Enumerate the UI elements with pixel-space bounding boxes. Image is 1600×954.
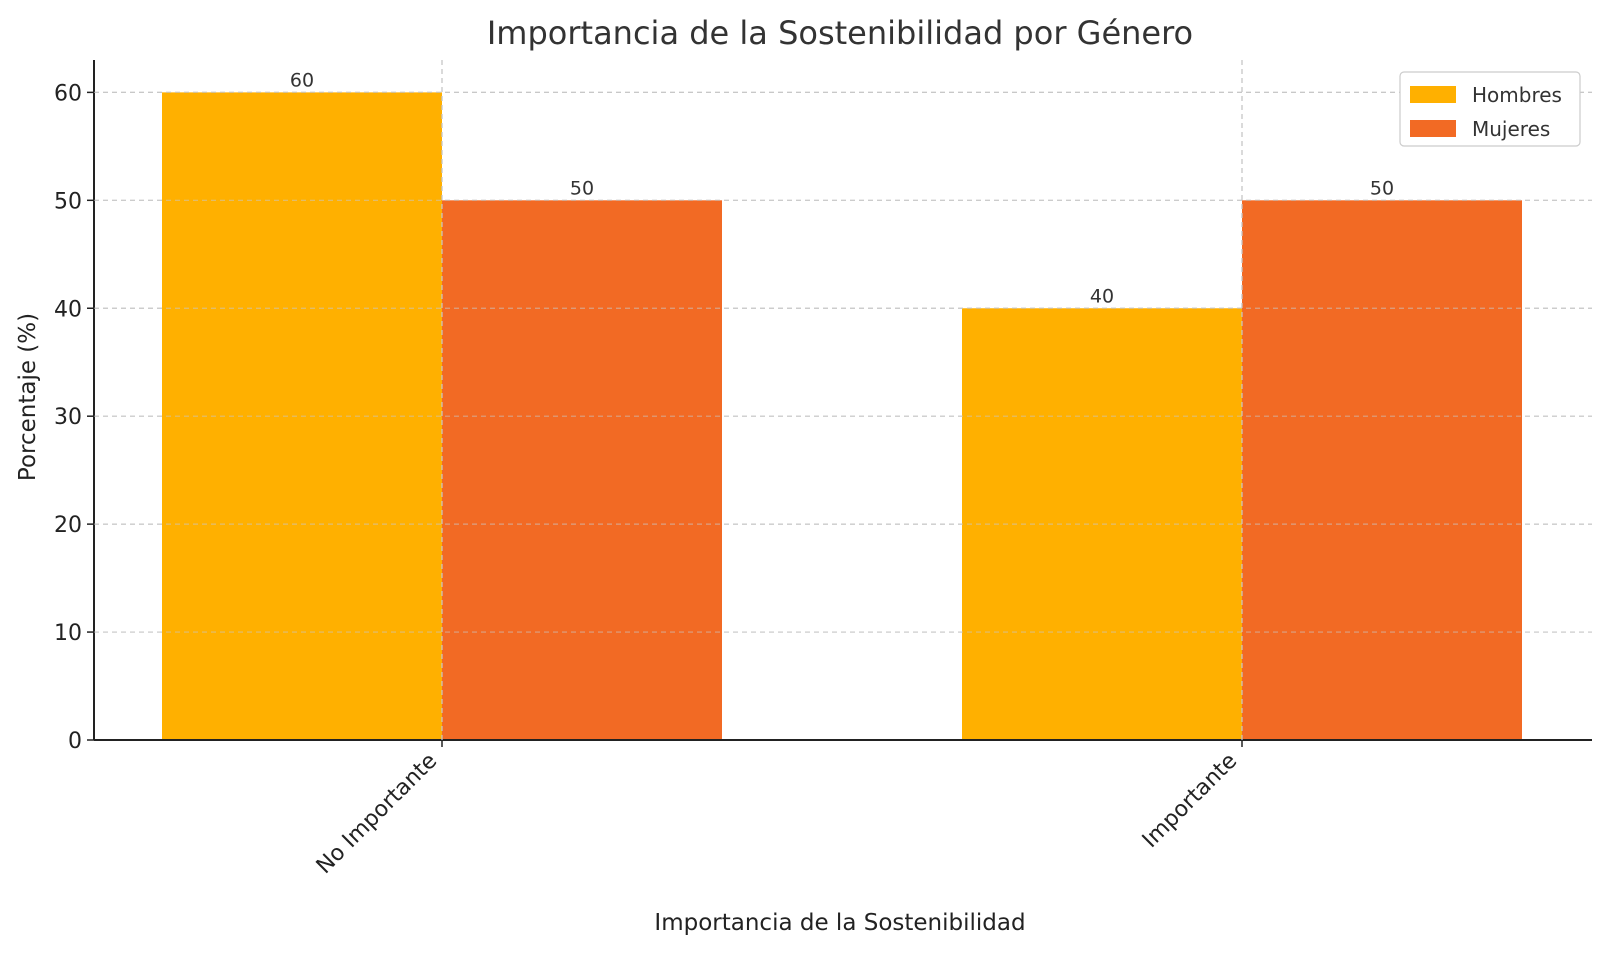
y-tick-label: 40 xyxy=(54,297,82,322)
y-tick-label: 20 xyxy=(54,513,82,538)
x-ticks: No Importante Importante xyxy=(312,740,1243,879)
x-tick-label: No Importante xyxy=(312,749,442,879)
y-axis-title: Porcentaje (%) xyxy=(15,313,41,481)
y-ticks: 0 10 20 30 40 50 60 xyxy=(54,81,94,754)
bar-value-label: 50 xyxy=(1370,177,1394,199)
y-tick-label: 10 xyxy=(54,621,82,646)
legend-label-hombres: Hombres xyxy=(1472,83,1562,107)
y-tick-label: 0 xyxy=(68,729,82,754)
x-axis-title: Importancia de la Sostenibilidad xyxy=(654,910,1025,936)
bar-value-label: 60 xyxy=(290,69,314,91)
legend-swatch-mujeres xyxy=(1410,120,1456,137)
bar-value-label: 40 xyxy=(1090,285,1114,307)
legend: Hombres Mujeres xyxy=(1399,71,1581,147)
axes xyxy=(93,60,1592,741)
y-tick-label: 60 xyxy=(54,81,82,106)
y-tick-label: 30 xyxy=(54,405,82,430)
data-labels: 60 40 50 50 xyxy=(94,60,1592,740)
bar-value-label: 50 xyxy=(570,177,594,199)
y-tick-label: 50 xyxy=(54,189,82,214)
legend-label-mujeres: Mujeres xyxy=(1472,117,1550,141)
legend-swatch-hombres xyxy=(1410,86,1456,103)
bar-mujeres-0 xyxy=(442,200,722,741)
bar-mujeres-1 xyxy=(1242,200,1522,741)
x-tick-label: Importante xyxy=(1138,749,1242,853)
chart-title: Importancia de la Sostenibilidad por Gén… xyxy=(487,14,1193,52)
